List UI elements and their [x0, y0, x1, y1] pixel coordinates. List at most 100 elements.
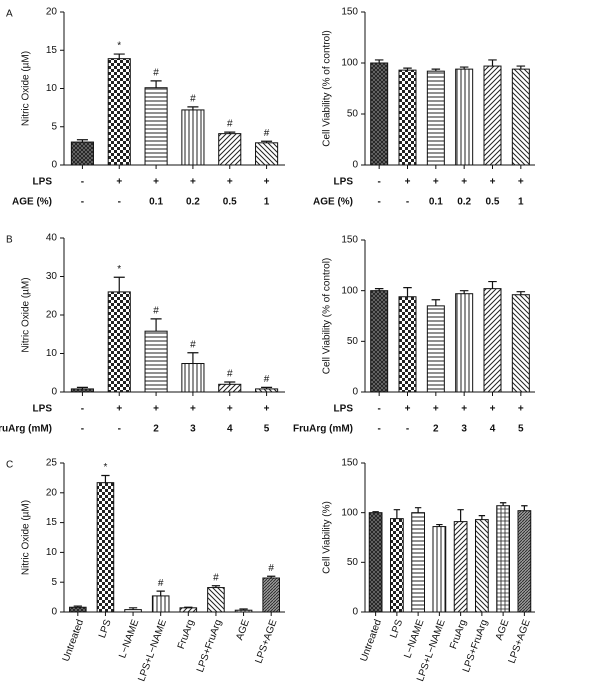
x-row-value: +: [433, 404, 439, 415]
significance-marker: #: [153, 67, 159, 78]
error-bar: [488, 280, 497, 289]
x-tick-label: AGE: [234, 618, 252, 642]
x-row-value: -: [377, 424, 380, 435]
y-tick-label: 10: [46, 547, 58, 558]
x-row-value: 5: [264, 424, 270, 435]
x-tick-label: LPS+AGE: [253, 618, 279, 665]
x-row-value: +: [190, 404, 196, 415]
x-row-label: AGE (%): [12, 197, 52, 208]
x-row-value: 2: [153, 424, 159, 435]
x-row-value: +: [490, 177, 496, 188]
x-tick-label: LPS: [388, 618, 405, 640]
x-row-value: -: [377, 404, 380, 415]
error-bar: [73, 605, 82, 608]
y-tick-label: 20: [46, 7, 58, 18]
significance-marker: #: [227, 369, 233, 380]
significance-marker: *: [117, 41, 121, 52]
x-row-value: +: [264, 404, 270, 415]
y-tick-label: 50: [347, 336, 359, 347]
x-row-label: FruArg (mM): [293, 424, 353, 435]
x-row-value: -: [377, 177, 380, 188]
x-row-value: 3: [190, 424, 196, 435]
bar: [124, 609, 142, 613]
bar: [181, 109, 205, 166]
error-bar: [403, 287, 412, 297]
x-row-value: +: [116, 404, 122, 415]
bar: [181, 363, 205, 393]
error-bar: [184, 606, 193, 608]
bar: [107, 58, 131, 166]
bar: [218, 133, 242, 166]
bar: [426, 305, 445, 393]
error-bar: [457, 509, 464, 522]
x-tick-label: FruArg: [176, 618, 197, 650]
bar: [370, 290, 389, 393]
bar: [455, 68, 474, 166]
bar: [426, 70, 445, 166]
x-tick-label: AGE: [494, 618, 512, 642]
y-tick-label: 0: [352, 607, 358, 618]
bar: [107, 291, 131, 393]
bar: [255, 388, 279, 393]
error-bar: [516, 291, 526, 295]
x-row-value: 0.5: [223, 197, 237, 208]
x-row-value: 0.2: [457, 197, 471, 208]
y-axis-label: Cell Viability (%): [322, 501, 333, 574]
significance-marker: #: [158, 578, 164, 589]
bar: [368, 512, 383, 613]
y-tick-label: 5: [51, 121, 57, 132]
y-tick-label: 0: [51, 160, 57, 171]
significance-marker: #: [264, 374, 270, 385]
error-bar: [187, 106, 199, 110]
error-bar: [150, 318, 162, 332]
error-bar: [521, 505, 528, 511]
error-bar: [414, 507, 422, 513]
bar: [455, 293, 474, 393]
y-tick-label: 50: [347, 557, 359, 568]
y-tick-label: 50: [347, 109, 359, 120]
significance-marker: #: [153, 305, 159, 316]
error-bar: [459, 66, 469, 70]
x-row-label: AGE (%): [313, 197, 353, 208]
bar: [70, 388, 94, 393]
x-row-label: LPS: [33, 404, 53, 415]
y-tick-label: 25: [46, 458, 58, 469]
x-row-value: +: [405, 404, 411, 415]
error-bar: [459, 290, 469, 294]
x-row-value: +: [116, 177, 122, 188]
bar: [398, 69, 417, 166]
error-bar: [431, 68, 441, 72]
y-axis-label: Nitric Oxide (µM): [21, 277, 32, 352]
bar: [496, 505, 510, 613]
y-axis-label: Nitric Oxide (µM): [21, 51, 32, 126]
x-row-value: -: [118, 197, 121, 208]
x-row-value: +: [461, 177, 467, 188]
error-bar: [261, 140, 273, 143]
bar: [262, 577, 280, 613]
y-tick-label: 100: [341, 507, 358, 518]
error-bar: [211, 585, 221, 588]
y-tick-label: 15: [46, 45, 58, 56]
x-row-value: +: [518, 177, 524, 188]
x-row-value: +: [490, 404, 496, 415]
x-row-value: +: [153, 404, 159, 415]
x-tick-label: LPS+FruArg: [195, 618, 224, 674]
x-row-value: 0.1: [149, 197, 163, 208]
error-bar: [516, 65, 526, 70]
significance-marker: *: [103, 462, 107, 473]
y-tick-label: 20: [46, 487, 58, 498]
x-row-value: +: [264, 177, 270, 188]
y-tick-label: 10: [46, 348, 58, 359]
error-bar: [499, 502, 507, 506]
x-row-value: +: [405, 177, 411, 188]
x-row-value: 0.1: [429, 197, 443, 208]
y-axis-label: Cell Viability (% of control): [322, 258, 333, 375]
panel-label: C: [6, 460, 13, 471]
error-bar: [436, 523, 443, 527]
significance-marker: #: [213, 572, 219, 583]
bar: [96, 482, 115, 613]
error-bar: [488, 59, 497, 67]
bar: [144, 87, 168, 166]
y-tick-label: 150: [341, 235, 358, 246]
